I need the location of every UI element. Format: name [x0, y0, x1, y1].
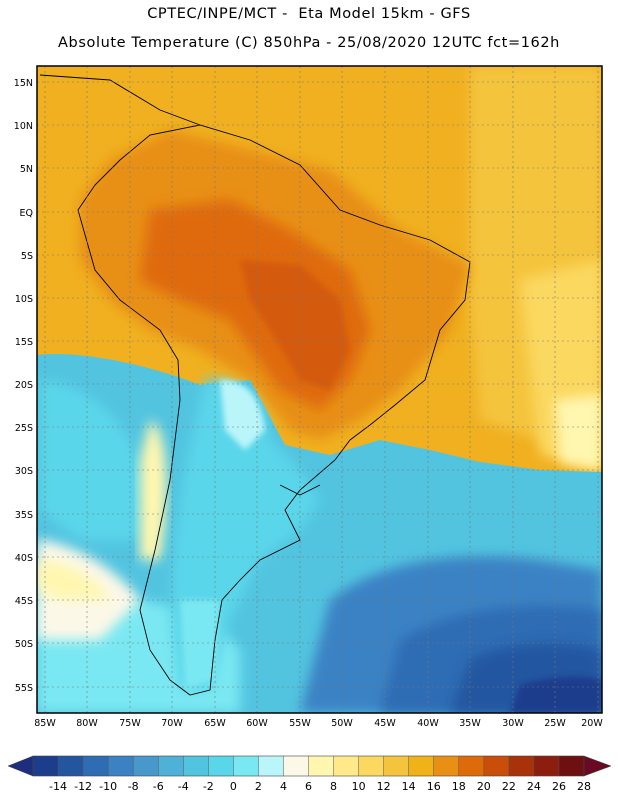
colorbar-swatch: [233, 756, 259, 776]
lon-labels: 85W 80W 75W 70W 65W 60W 55W 50W 45W 40W …: [34, 718, 603, 729]
lat-label: 45S: [15, 596, 33, 607]
lat-label: 5S: [21, 251, 33, 262]
colorbar-label: -8: [128, 780, 139, 793]
colorbar-swatch: [83, 756, 109, 776]
colorbar-label: -6: [153, 780, 164, 793]
map-title: CPTEC/INPE/MCT - Eta Model 15km - GFS: [147, 6, 471, 22]
colorbar-swatch: [158, 756, 184, 776]
lat-label: 10S: [15, 294, 33, 305]
colorbar-swatch: [108, 756, 134, 776]
colorbar: -14 -12 -10 -8 -6 -4 -2 0 2 4 6 8 10 12 14 16 18 20 22 24 26…: [7, 755, 612, 793]
lat-label: 40S: [15, 553, 33, 564]
colorbar-swatch: [558, 756, 585, 776]
lon-label: 50W: [331, 718, 353, 729]
lon-label: 45W: [374, 718, 396, 729]
lat-label: 35S: [15, 510, 33, 521]
colorbar-swatch: [483, 756, 510, 776]
colorbar-label: 4: [280, 780, 287, 793]
colorbar-swatch: [208, 756, 234, 776]
colorbar-label: 28: [577, 780, 591, 793]
lon-label: 85W: [34, 718, 56, 729]
colorbar-label: -4: [178, 780, 189, 793]
colorbar-swatch: [508, 756, 535, 776]
map-subtitle: Absolute Temperature (C) 850hPa - 25/08/…: [58, 35, 560, 51]
lon-label: 20W: [581, 718, 603, 729]
colorbar-label: 20: [477, 780, 491, 793]
lon-label: 70W: [161, 718, 183, 729]
lon-label: 65W: [204, 718, 226, 729]
colorbar-label: 22: [502, 780, 516, 793]
graticule: [37, 66, 602, 713]
colorbar-label: -10: [99, 780, 117, 793]
lon-label: 25W: [544, 718, 566, 729]
colorbar-swatch: [533, 756, 560, 776]
colorbar-swatch: [133, 756, 159, 776]
colorbar-swatch: [258, 756, 284, 776]
lon-label: 55W: [289, 718, 311, 729]
colorbar-label: 10: [352, 780, 366, 793]
lat-label: EQ: [20, 208, 33, 219]
colorbar-label: -14: [49, 780, 67, 793]
lon-label: 30W: [502, 718, 524, 729]
lat-label: 15N: [14, 78, 33, 89]
colorbar-swatch: [33, 756, 59, 776]
colorbar-label: 18: [452, 780, 466, 793]
lon-label: 75W: [119, 718, 141, 729]
colorbar-high-arrow: [583, 755, 612, 777]
colorbar-label: 14: [402, 780, 416, 793]
colorbar-label: 12: [377, 780, 391, 793]
lat-label: 30S: [15, 466, 33, 477]
lat-label: 50S: [15, 639, 33, 650]
colorbar-swatch: [408, 756, 435, 776]
lat-label: 10N: [14, 121, 33, 132]
colorbar-label: 26: [552, 780, 566, 793]
lon-label: 40W: [417, 718, 439, 729]
colorbar-low-arrow: [7, 755, 34, 777]
colorbar-swatch: [333, 756, 359, 776]
colorbar-swatch: [183, 756, 209, 776]
lon-label: 35W: [459, 718, 481, 729]
colorbar-label: 2: [255, 780, 262, 793]
map-frame: [36, 65, 603, 714]
lat-label: 55S: [15, 683, 33, 694]
colorbar-label: 16: [427, 780, 441, 793]
colorbar-swatch: [433, 756, 460, 776]
lat-label: 20S: [15, 380, 33, 391]
lon-label: 80W: [76, 718, 98, 729]
colorbar-swatch: [283, 756, 309, 776]
lat-labels: 15N 10N 5N EQ 5S 10S 15S 20S 25S 30S 35S…: [14, 78, 33, 694]
colorbar-swatch: [308, 756, 334, 776]
lat-label: 5N: [20, 164, 33, 175]
colorbar-label: -12: [74, 780, 92, 793]
temperature-field: [37, 66, 602, 713]
colorbar-swatch: [58, 756, 84, 776]
colorbar-swatch: [358, 756, 384, 776]
colorbar-swatch: [383, 756, 409, 776]
colorbar-label: 0: [230, 780, 237, 793]
lon-label: 60W: [246, 718, 268, 729]
colorbar-label: 24: [527, 780, 541, 793]
colorbar-label: -2: [203, 780, 214, 793]
colorbar-swatch: [458, 756, 485, 776]
colorbar-label: 6: [305, 780, 312, 793]
colorbar-label: 8: [330, 780, 337, 793]
lat-label: 15S: [15, 337, 33, 348]
lat-label: 25S: [15, 423, 33, 434]
coastline: [39, 74, 471, 696]
